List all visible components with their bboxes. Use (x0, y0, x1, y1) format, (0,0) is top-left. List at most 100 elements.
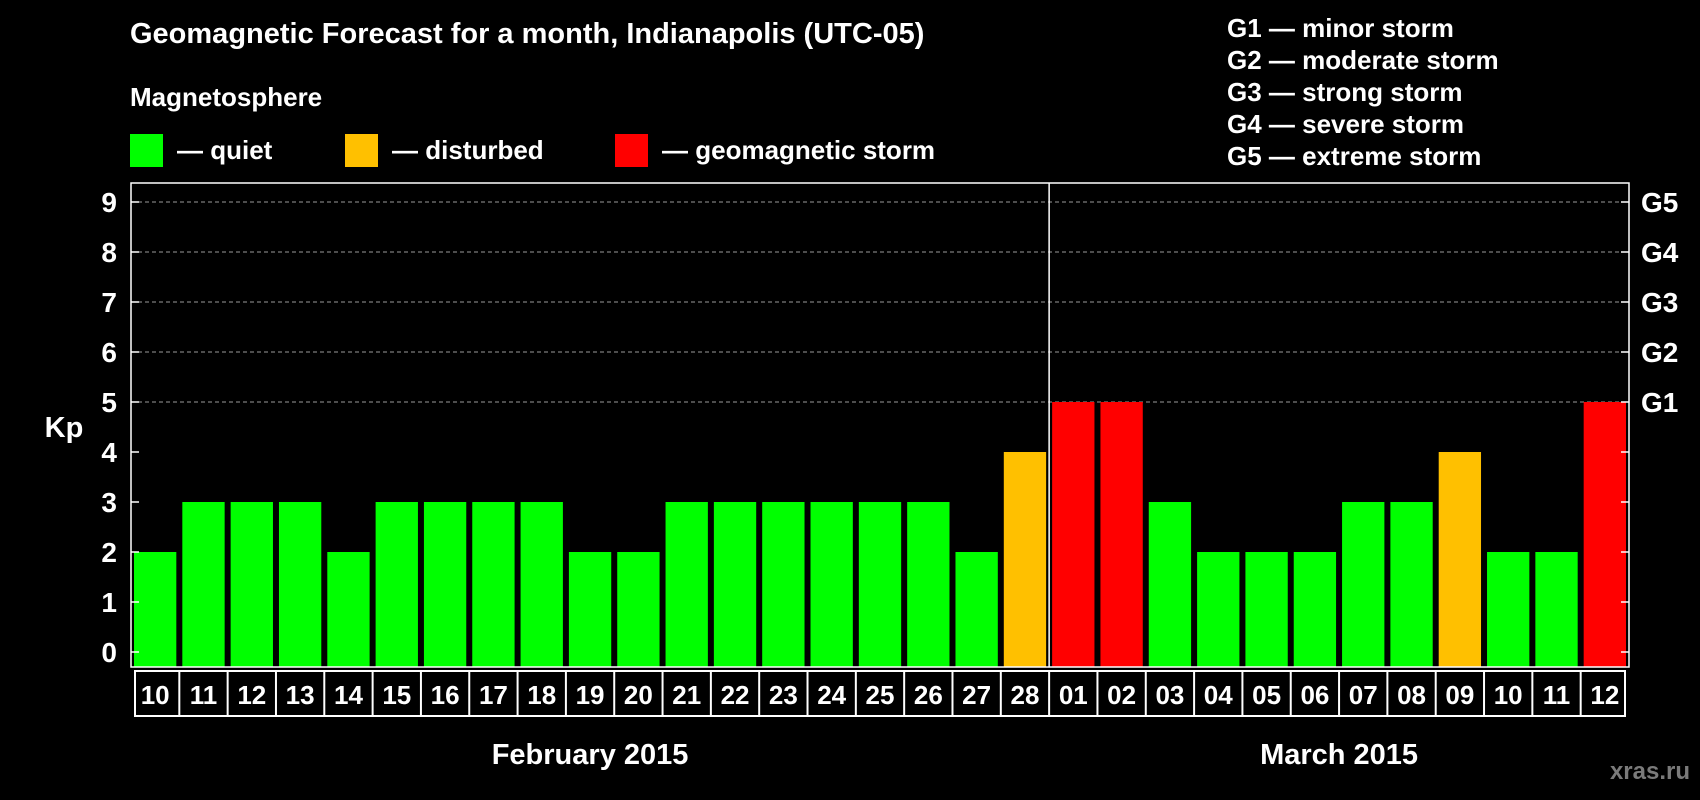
storm-scale-g4: G4 — severe storm (1227, 109, 1465, 139)
x-tick-label-9: 19 (576, 680, 605, 710)
bar-18 (1003, 452, 1047, 667)
bar-9 (568, 552, 612, 667)
x-tick-label-5: 15 (382, 680, 411, 710)
y-tick-label-9: 9 (101, 187, 117, 218)
bar-29 (1535, 552, 1578, 667)
right-axis-label-g3: G3 (1641, 287, 1678, 318)
x-tick-label-30: 12 (1590, 680, 1619, 710)
bar-30 (1583, 402, 1626, 667)
storm-scale-g2: G2 — moderate storm (1227, 45, 1499, 75)
bar-13 (762, 502, 805, 667)
x-tick-label-24: 06 (1300, 680, 1329, 710)
y-tick-label-0: 0 (101, 637, 117, 668)
bar-27 (1438, 452, 1482, 667)
legend-label-storm: — geomagnetic storm (662, 134, 936, 165)
bars-layer (134, 402, 1626, 667)
bar-12 (713, 502, 757, 667)
y-axis-label: Kp (45, 412, 84, 444)
storm-scale-g3: G3 — strong storm (1227, 77, 1463, 107)
right-axis-label-g5: G5 (1641, 187, 1678, 218)
month-label-1: March 2015 (1260, 739, 1418, 771)
bar-1 (182, 502, 225, 667)
month-label-0: February 2015 (492, 739, 689, 771)
x-tick-label-2: 12 (237, 680, 266, 710)
x-tick-label-8: 18 (527, 680, 556, 710)
bar-14 (810, 502, 853, 667)
x-tick-label-11: 21 (672, 680, 701, 710)
right-axis-label-g4: G4 (1641, 237, 1679, 268)
chart-title: Geomagnetic Forecast for a month, Indian… (130, 18, 925, 50)
legend-swatch-disturbed (345, 133, 378, 167)
x-tick-label-29: 11 (1543, 680, 1571, 710)
bar-17 (955, 552, 998, 667)
x-tick-label-22: 04 (1204, 680, 1233, 710)
x-tick-label-3: 13 (286, 680, 315, 710)
x-tick-label-25: 07 (1349, 680, 1378, 710)
storm-scale-legend: G1 — minor storm G2 — moderate storm G3 … (1227, 12, 1499, 172)
bar-7 (472, 502, 515, 667)
bar-3 (278, 502, 322, 667)
bar-22 (1197, 552, 1240, 667)
legend-label-disturbed: — disturbed (392, 134, 544, 165)
grid-layer (131, 201, 1629, 403)
y-tick-label-6: 6 (101, 337, 117, 368)
bar-5 (375, 502, 418, 667)
x-tick-label-10: 20 (624, 680, 653, 710)
y-tick-label-2: 2 (101, 537, 117, 568)
x-tick-label-28: 10 (1494, 680, 1523, 710)
legend-label-quiet: — quiet (177, 134, 273, 165)
legend-item-quiet: — quiet (130, 133, 272, 167)
x-tick-label-23: 05 (1252, 680, 1281, 710)
right-axis-label-g2: G2 (1641, 337, 1678, 368)
chart-subtitle: Magnetosphere (130, 82, 323, 112)
bar-23 (1245, 552, 1288, 667)
x-tick-label-16: 26 (914, 680, 943, 710)
y-tick-label-1: 1 (101, 587, 117, 618)
bar-21 (1148, 502, 1192, 667)
right-axis-label-g1: G1 (1641, 387, 1678, 418)
x-tick-label-13: 23 (769, 680, 798, 710)
legend-item-disturbed: — disturbed (345, 133, 544, 167)
storm-scale-g1: G1 — minor storm (1227, 13, 1454, 43)
bar-10 (617, 552, 660, 667)
bar-25 (1342, 502, 1385, 667)
x-tick-label-18: 28 (1011, 680, 1040, 710)
bar-6 (423, 502, 467, 667)
y-tick-label-8: 8 (101, 237, 117, 268)
bar-8 (520, 502, 563, 667)
x-tick-label-27: 09 (1445, 680, 1474, 710)
bar-11 (665, 502, 708, 667)
x-tick-label-14: 24 (817, 680, 846, 710)
x-tick-label-1: 11 (190, 680, 218, 710)
axes-layer: 0 1 2 3 4 5 6 7 8 9 G1 G2 G3 G4 G5 (101, 182, 1679, 668)
y-tick-label-7: 7 (101, 287, 117, 318)
x-axis-day-strip (134, 670, 1626, 717)
bar-2 (230, 502, 273, 667)
x-tick-label-20: 02 (1107, 680, 1136, 710)
bar-16 (907, 502, 950, 667)
legend-swatch-quiet (130, 133, 163, 167)
bar-0 (134, 552, 177, 667)
legend-swatch-storm (615, 133, 648, 167)
bar-19 (1052, 402, 1095, 667)
y-tick-label-5: 5 (101, 387, 117, 418)
watermark: xras.ru (1609, 758, 1690, 785)
bar-15 (858, 502, 902, 667)
x-axis-layer: 10 11 12 13 14 15 16 17 18 19 20 21 22 23 24 25 26 27 28 01… (134, 670, 1626, 771)
plot-frame (130, 182, 1630, 668)
x-tick-label-4: 14 (334, 680, 363, 710)
bar-20 (1100, 402, 1143, 667)
x-tick-label-21: 03 (1155, 680, 1184, 710)
bar-28 (1487, 552, 1530, 667)
storm-scale-g5: G5 — extreme storm (1227, 141, 1482, 171)
x-tick-label-15: 25 (866, 680, 895, 710)
y-tick-label-3: 3 (101, 487, 117, 518)
x-tick-label-26: 08 (1397, 680, 1426, 710)
x-tick-label-19: 01 (1059, 680, 1088, 710)
x-tick-label-12: 22 (721, 680, 750, 710)
bar-26 (1390, 502, 1433, 667)
bar-24 (1293, 552, 1337, 667)
x-tick-label-7: 17 (479, 680, 508, 710)
bar-4 (327, 552, 370, 667)
